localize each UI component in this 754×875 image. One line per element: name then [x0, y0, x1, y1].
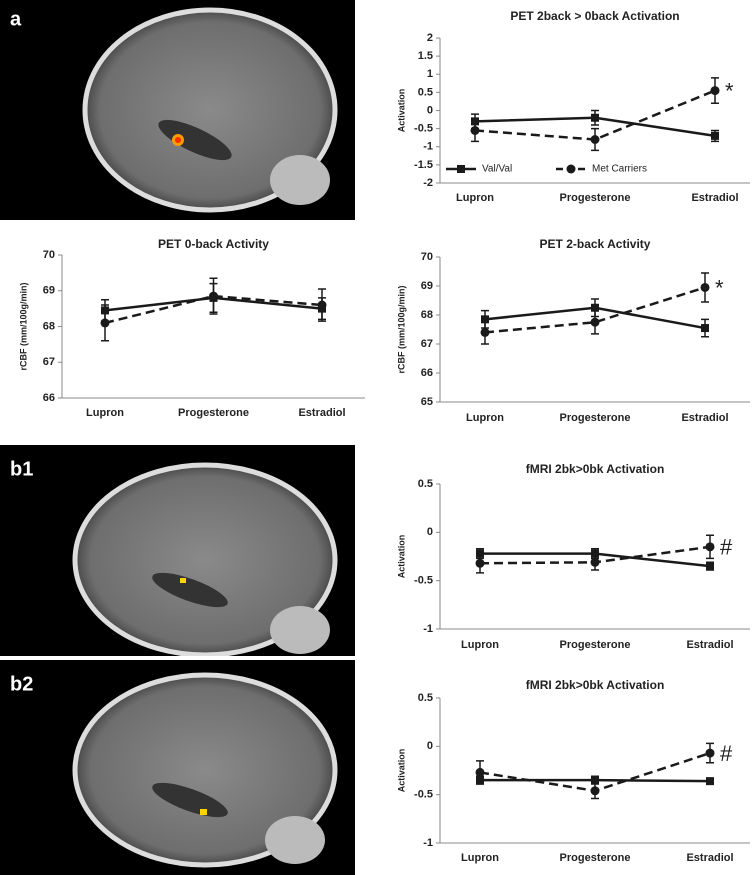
- x-tick-label: Progesterone: [560, 852, 631, 864]
- annotation: *: [715, 275, 724, 300]
- x-tick-label: Lupron: [456, 192, 494, 204]
- marker: [591, 776, 599, 785]
- y-axis-label: Activation: [396, 535, 406, 579]
- x-tick-label: Estradiol: [681, 412, 728, 424]
- marker: [591, 113, 599, 122]
- y-tick-label: 69: [43, 285, 55, 297]
- legend-marker: [457, 165, 465, 173]
- y-tick-label: 69: [421, 280, 433, 292]
- marker: [700, 282, 710, 292]
- legend-label: Met Carriers: [592, 164, 647, 175]
- series-line: [104, 294, 323, 325]
- marker: [706, 777, 714, 786]
- x-tick-label: Progesterone: [560, 412, 631, 424]
- brain-image-b: [0, 445, 355, 875]
- marker: [480, 327, 490, 337]
- y-tick-label: 0: [427, 740, 433, 752]
- annotation: *: [725, 78, 734, 103]
- y-tick-label: 1: [427, 68, 433, 80]
- y-tick-label: 2: [427, 32, 433, 44]
- y-tick-label: -0.5: [414, 789, 433, 801]
- y-tick-label: -1: [423, 837, 433, 849]
- chart-title: fMRI 2bk>0bk Activation: [526, 462, 665, 476]
- y-tick-label: 65: [421, 396, 433, 408]
- marker: [590, 317, 600, 327]
- x-tick-label: Progesterone: [560, 639, 631, 651]
- marker: [475, 558, 485, 568]
- x-tick-label: Lupron: [86, 407, 124, 419]
- series-line: [484, 286, 706, 334]
- marker: [100, 318, 110, 328]
- brain-image-a: [0, 0, 355, 220]
- marker: [701, 324, 709, 333]
- y-axis-label: rCBF (mm/100g/min): [396, 285, 406, 373]
- x-tick-label: Lupron: [461, 852, 499, 864]
- marker: [470, 125, 480, 135]
- marker: [705, 748, 715, 758]
- marker: [590, 135, 600, 144]
- marker: [711, 131, 719, 140]
- marker: [209, 291, 218, 301]
- y-tick-label: -2: [423, 177, 433, 189]
- x-tick-label: Progesterone: [178, 407, 249, 419]
- y-tick-label: 70: [421, 251, 433, 263]
- panel-label: b1: [10, 458, 33, 480]
- marker: [590, 557, 600, 567]
- y-tick-label: 0.5: [418, 692, 433, 704]
- marker: [706, 562, 714, 571]
- y-tick-label: 0.5: [418, 86, 433, 98]
- y-tick-label: 70: [43, 249, 55, 261]
- marker: [705, 542, 715, 552]
- panel-label: b2: [10, 673, 33, 695]
- chart-title: PET 0-back Activity: [158, 237, 269, 251]
- marker: [590, 786, 600, 796]
- chart-title: fMRI 2bk>0bk Activation: [526, 678, 665, 692]
- y-tick-label: -1: [423, 623, 433, 635]
- x-tick-label: Estradiol: [686, 639, 733, 651]
- y-tick-label: 0.5: [418, 478, 433, 490]
- x-tick-label: Estradiol: [686, 852, 733, 864]
- y-tick-label: 1.5: [418, 50, 433, 62]
- marker: [591, 549, 599, 558]
- annotation: #: [720, 741, 733, 766]
- chart-title: PET 2back > 0back Activation: [510, 9, 679, 23]
- marker: [481, 315, 489, 324]
- annotation: #: [720, 535, 733, 560]
- y-tick-label: -1: [423, 141, 433, 153]
- marker: [591, 303, 599, 312]
- y-axis-label: Activation: [396, 749, 406, 793]
- panel-label: a: [10, 8, 22, 30]
- chart-title: PET 2-back Activity: [540, 237, 651, 251]
- y-tick-label: 68: [421, 309, 433, 321]
- marker: [475, 767, 485, 777]
- y-tick-label: 67: [421, 338, 433, 350]
- legend-label: Val/Val: [482, 164, 512, 175]
- y-tick-label: 0: [427, 104, 433, 116]
- y-tick-label: 0: [427, 526, 433, 538]
- y-tick-label: 66: [421, 367, 433, 379]
- x-tick-label: Estradiol: [691, 192, 738, 204]
- y-tick-label: 66: [43, 392, 55, 404]
- y-tick-label: 68: [43, 320, 55, 332]
- y-tick-label: -0.5: [414, 123, 433, 135]
- y-axis-label: rCBF (mm/100g/min): [18, 282, 28, 370]
- y-tick-label: -0.5: [414, 575, 433, 587]
- x-tick-label: Lupron: [461, 639, 499, 651]
- x-tick-label: Progesterone: [560, 192, 631, 204]
- x-tick-label: Lupron: [466, 412, 504, 424]
- marker: [710, 86, 720, 96]
- x-tick-label: Estradiol: [298, 407, 345, 419]
- y-tick-label: 67: [43, 356, 55, 368]
- legend-marker: [566, 164, 576, 174]
- marker: [317, 300, 327, 310]
- y-tick-label: -1.5: [414, 159, 433, 171]
- y-axis-label: Activation: [396, 89, 406, 133]
